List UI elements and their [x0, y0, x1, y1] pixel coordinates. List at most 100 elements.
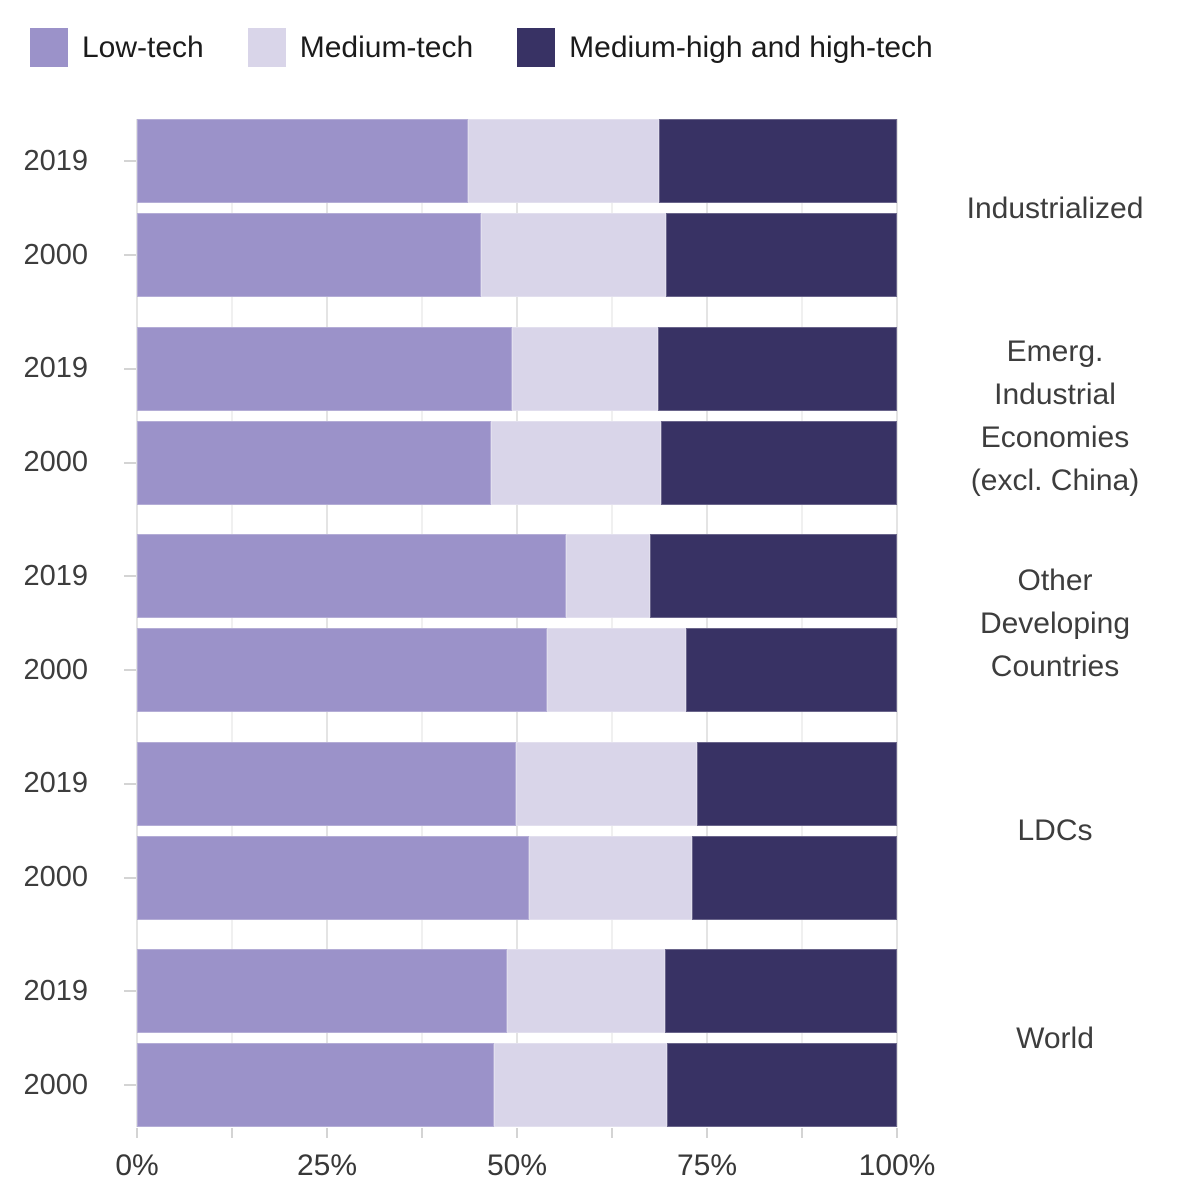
bar-track: [137, 628, 897, 712]
grid-layer: [136, 119, 898, 1127]
bar-row-2019-industrialized: 2019: [0, 119, 897, 203]
group-label-emerg-industrial-economies-excl-china: Emerg. Industrial Economies (excl. China): [970, 334, 1140, 497]
legend-label-medium-tech: Medium-tech: [299, 30, 474, 64]
segment-medium-tech: [507, 949, 666, 1033]
segment-medium-high-and-high-tech: [665, 213, 897, 297]
bar-group-industrialized: 2019 2000: [0, 119, 897, 297]
legend-label-medium-high-high-tech: Medium-high and high-tech: [569, 30, 933, 64]
segment-medium-high-and-high-tech: [657, 326, 897, 411]
group-label-other-developing-countries: Other Developing Countries: [979, 563, 1131, 683]
segment-medium-high-and-high-tech: [649, 534, 897, 618]
x-axis-tick: [611, 1128, 613, 1138]
segment-low-tech: [137, 534, 567, 618]
year-label: 2000: [23, 653, 88, 686]
year-label: 2000: [23, 446, 88, 478]
bar-track: [137, 213, 897, 297]
x-axis-label-75: 75%: [676, 1149, 738, 1182]
year-label: 2019: [23, 974, 88, 1007]
segment-medium-tech: [529, 835, 692, 920]
group-label-industrialized: Industrialized: [966, 191, 1144, 225]
y-axis-tick: [124, 990, 136, 992]
gridline-major: [706, 119, 708, 1127]
gridline-major: [136, 119, 138, 1127]
x-axis-label-25: 25%: [296, 1149, 358, 1182]
segment-medium-high-and-high-tech: [660, 420, 897, 505]
legend-swatch-medium-tech-icon: [247, 28, 286, 67]
x-axis-tick: [231, 1128, 233, 1138]
bar-row-2019-emerg-industrial-economies-excl-china: 2019: [0, 326, 897, 411]
x-axis-tick: [896, 1128, 898, 1138]
x-axis-tick: [421, 1128, 423, 1138]
bar-track: [137, 420, 897, 505]
segment-low-tech: [137, 741, 517, 826]
segment-medium-tech: [467, 119, 660, 203]
year-label: 2019: [23, 767, 88, 799]
bar-row-2019-other-developing-countries: 2019: [0, 534, 897, 618]
segment-low-tech: [137, 949, 508, 1033]
bar-groups: 2019 2000 2019 2000 2019 2000 2019 2000 2019 2000: [0, 119, 897, 1127]
year-gutter: 2019: [0, 327, 137, 411]
legend-label-low-tech: Low-tech: [82, 30, 204, 64]
y-axis-tick: [124, 160, 136, 162]
segment-medium-high-and-high-tech: [659, 119, 897, 203]
year-gutter: 2000: [0, 421, 137, 505]
y-axis-tick: [124, 367, 136, 370]
x-axis-tick: [801, 1128, 803, 1138]
x-axis-tick: [136, 1128, 138, 1138]
segment-medium-tech: [546, 628, 687, 712]
segment-medium-high-and-high-tech: [691, 835, 897, 920]
gridline-major: [516, 119, 518, 1127]
y-axis-tick: [124, 254, 136, 256]
bar-track: [137, 119, 897, 203]
legend: Low-tech Medium-tech Medium-high and hig…: [30, 28, 933, 67]
bar-group-other-developing-countries: 2019 2000: [0, 534, 897, 712]
segment-medium-tech: [512, 326, 658, 411]
year-gutter: 2000: [0, 836, 137, 920]
x-axis-label-100: 100%: [858, 1149, 936, 1182]
y-axis-tick: [124, 461, 136, 464]
gridline-minor: [611, 119, 613, 1127]
bar-track: [137, 326, 897, 411]
bar-track: [137, 835, 897, 920]
y-axis-tick: [124, 669, 136, 671]
year-gutter: 2000: [0, 1043, 137, 1127]
year-label: 2019: [23, 352, 88, 384]
year-label: 2000: [23, 238, 88, 271]
gridline-major: [326, 119, 328, 1127]
year-label: 2000: [23, 1068, 88, 1101]
segment-medium-tech: [480, 213, 666, 297]
segment-low-tech: [137, 1043, 495, 1127]
segment-low-tech: [137, 119, 468, 203]
segment-medium-tech: [516, 741, 698, 826]
legend-swatch-low-tech-icon: [30, 28, 68, 67]
gridline-major: [896, 119, 898, 1127]
segment-medium-tech: [494, 1043, 667, 1127]
bar-track: [137, 534, 897, 618]
bar-row-2019-world: 2019: [0, 949, 897, 1033]
year-gutter: 2019: [0, 534, 137, 618]
segment-medium-high-and-high-tech: [686, 628, 897, 712]
x-axis-label-50: 50%: [486, 1149, 548, 1182]
segment-low-tech: [137, 420, 492, 505]
x-axis-tick: [326, 1128, 328, 1138]
y-axis-tick: [124, 876, 136, 879]
legend-item-medium-high-high-tech: Medium-high and high-tech: [517, 28, 933, 67]
bar-group-emerg-industrial-economies-excl-china: 2019 2000: [0, 326, 897, 505]
segment-medium-tech: [491, 420, 661, 505]
year-label: 2000: [23, 861, 88, 893]
legend-item-low-tech: Low-tech: [30, 28, 204, 67]
legend-swatch-medium-high-high-tech-icon: [517, 28, 556, 67]
segment-medium-high-and-high-tech: [697, 741, 897, 826]
year-gutter: 2019: [0, 119, 137, 203]
segment-medium-high-and-high-tech: [665, 949, 897, 1033]
group-labels: Industrialized Emerg. Industrial Economies(…: [910, 119, 1200, 1127]
segment-low-tech: [137, 326, 513, 411]
year-label: 2019: [23, 144, 88, 177]
segment-medium-tech: [566, 534, 650, 618]
group-label-ldcs: LDCs: [1017, 814, 1093, 847]
year-gutter: 2019: [0, 949, 137, 1033]
x-axis-tick: [516, 1128, 518, 1138]
x-axis-label-0: 0%: [115, 1149, 159, 1182]
year-gutter: 2000: [0, 628, 137, 712]
bar-row-2000-ldcs: 2000: [0, 835, 897, 920]
